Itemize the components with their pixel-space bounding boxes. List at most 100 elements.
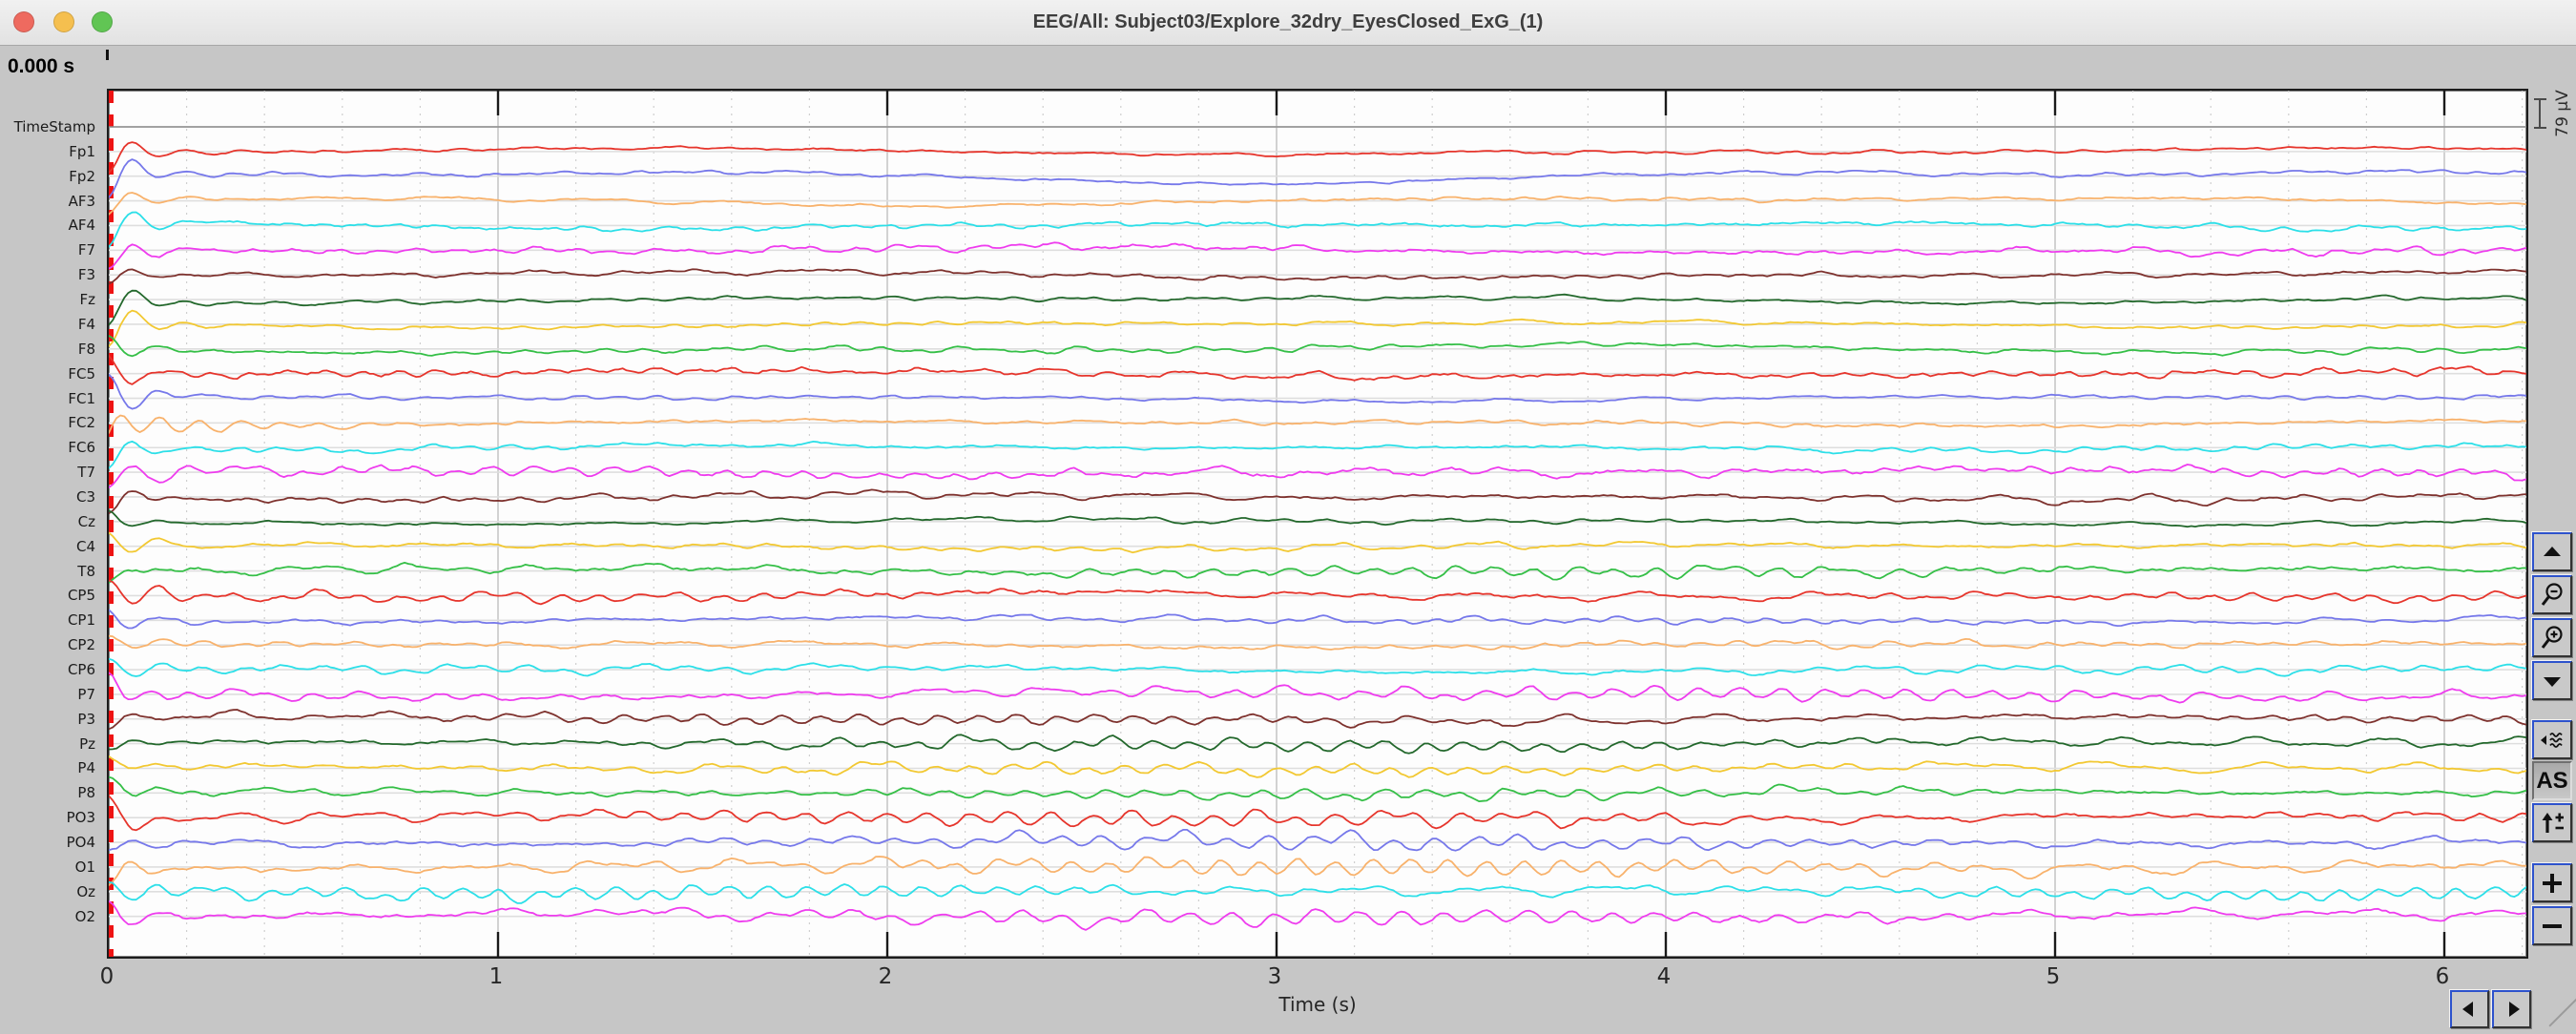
autoscale-button[interactable]: AS xyxy=(2532,761,2572,800)
trace-O1 xyxy=(109,856,2526,886)
trace-P3 xyxy=(109,709,2526,731)
channel-label-P4: P4 xyxy=(77,759,95,777)
titlebar: EEG/All: Subject03/Explore_32dry_EyesClo… xyxy=(0,0,2576,46)
trace-AF4 xyxy=(109,211,2526,248)
zoom-out-icon xyxy=(2541,582,2563,606)
trace-Fz xyxy=(109,289,2526,326)
x-tick-5: 5 xyxy=(2046,964,2061,989)
zoom-button[interactable] xyxy=(92,11,113,32)
trace-PO4 xyxy=(109,829,2526,852)
channel-label-F7: F7 xyxy=(77,241,95,259)
zoom-in-icon xyxy=(2541,625,2563,649)
channel-label-Fp2: Fp2 xyxy=(69,167,95,185)
trace-F4 xyxy=(109,309,2526,347)
trace-FC2 xyxy=(109,414,2526,434)
channel-label-PO4: PO4 xyxy=(66,834,95,852)
trace-O2 xyxy=(109,900,2526,931)
trace-Pz xyxy=(109,734,2526,755)
channel-label-F4: F4 xyxy=(77,315,95,333)
channel-label-FC2: FC2 xyxy=(68,414,95,432)
channel-label-Cz: Cz xyxy=(77,512,95,530)
channel-label-FC5: FC5 xyxy=(68,364,95,383)
trace-Fp2 xyxy=(109,158,2526,198)
scale-bar-bottom-cap xyxy=(2534,127,2546,129)
amplitude-scale-label: 79 µV xyxy=(2553,90,2572,137)
channel-label-T7: T7 xyxy=(77,464,95,482)
signal-wave-left-icon xyxy=(2541,732,2563,748)
channel-label-P7: P7 xyxy=(77,685,95,703)
amplitude-range-button[interactable] xyxy=(2532,803,2572,842)
x-tick-3: 3 xyxy=(1267,964,1282,989)
minus-icon xyxy=(2543,923,2562,928)
channel-label-column: TimeStamp Fp1 Fp2 AF3 AF4 F7 F3 Fz F4 F8 FC5 FC1 FC2… xyxy=(0,0,101,959)
trace-CP5 xyxy=(109,579,2526,606)
triangle-left-icon xyxy=(2462,1002,2473,1017)
x-tick-4: 4 xyxy=(1656,964,1672,989)
scroll-up-button[interactable] xyxy=(2532,532,2572,571)
trace-PO3 xyxy=(109,795,2526,832)
increase-amplitude-button[interactable] xyxy=(2532,863,2572,902)
channel-label-CP2: CP2 xyxy=(67,636,95,654)
zoom-in-button[interactable] xyxy=(2532,618,2572,657)
channel-label-Pz: Pz xyxy=(79,734,95,753)
decrease-amplitude-button[interactable] xyxy=(2532,906,2572,945)
channel-label-AF3: AF3 xyxy=(68,192,95,210)
channel-label-FC1: FC1 xyxy=(68,389,95,407)
trace-P4 xyxy=(109,755,2526,778)
channel-label-CP6: CP6 xyxy=(67,661,95,679)
channel-label-C4: C4 xyxy=(75,537,95,555)
arrow-up-icon xyxy=(2544,546,2561,556)
channel-label-CP1: CP1 xyxy=(67,611,95,630)
time-cursor-label: 0.000 s xyxy=(8,55,75,77)
channel-label-F3: F3 xyxy=(77,266,95,284)
trace-FC5 xyxy=(109,354,2526,385)
channel-label-O1: O1 xyxy=(74,858,95,876)
trace-T8 xyxy=(109,561,2526,584)
minimize-button[interactable] xyxy=(53,11,74,32)
plot-area[interactable] xyxy=(107,89,2528,959)
channel-label-Fp1: Fp1 xyxy=(69,142,95,160)
x-axis-label: Time (s) xyxy=(1278,993,1357,1016)
trace-CP2 xyxy=(109,634,2526,651)
zoom-out-button[interactable] xyxy=(2532,575,2572,614)
channel-label-F8: F8 xyxy=(77,340,95,358)
trace-Oz xyxy=(109,880,2526,904)
channel-label-AF4: AF4 xyxy=(68,217,95,235)
channel-label-FC6: FC6 xyxy=(68,439,95,457)
plus-icon xyxy=(2543,873,2562,893)
eeg-traces-svg xyxy=(109,91,2526,957)
trace-F3 xyxy=(109,268,2526,285)
trace-C4 xyxy=(109,531,2526,554)
trace-FC6 xyxy=(109,440,2526,469)
window-title: EEG/All: Subject03/Explore_32dry_EyesClo… xyxy=(1032,11,1544,32)
channel-label-TimeStamp: TimeStamp xyxy=(13,118,95,135)
trace-P8 xyxy=(109,776,2526,802)
prev-signals-button[interactable] xyxy=(2532,720,2572,759)
triangle-right-icon xyxy=(2508,1002,2520,1017)
channel-label-Oz: Oz xyxy=(76,882,95,900)
page-right-button[interactable] xyxy=(2492,990,2531,1028)
channel-label-C3: C3 xyxy=(75,487,95,506)
trace-CP6 xyxy=(109,657,2526,677)
x-tick-2: 2 xyxy=(878,964,893,989)
trace-F7 xyxy=(109,241,2526,270)
channel-label-O2: O2 xyxy=(74,907,95,925)
x-tick-6: 6 xyxy=(2435,964,2450,989)
scale-bar-line xyxy=(2539,98,2541,129)
arrow-down-icon xyxy=(2544,676,2561,687)
channel-label-P3: P3 xyxy=(77,710,95,728)
trace-AF3 xyxy=(109,192,2526,216)
trace-Fp1 xyxy=(109,141,2526,174)
window-resize-grip[interactable] xyxy=(2548,997,2576,1027)
time-cursor-tick xyxy=(106,50,109,60)
page-left-button[interactable] xyxy=(2450,990,2489,1028)
channel-label-Fz: Fz xyxy=(79,291,95,309)
trace-Cz xyxy=(109,509,2526,528)
trace-C3 xyxy=(109,488,2526,515)
x-tick-1: 1 xyxy=(488,964,504,989)
close-button[interactable] xyxy=(13,11,34,32)
scroll-down-button[interactable] xyxy=(2532,661,2572,700)
trace-F8 xyxy=(109,335,2526,358)
channel-label-PO3: PO3 xyxy=(66,809,95,827)
channel-label-P8: P8 xyxy=(77,784,95,802)
